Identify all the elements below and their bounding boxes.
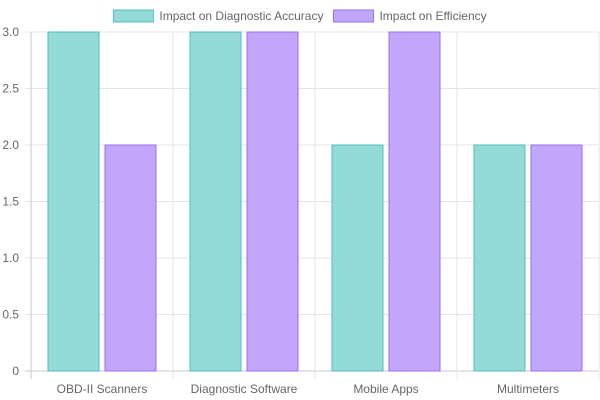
bar-impact-on-efficiency-mobile-apps[interactable]	[388, 31, 441, 372]
bars	[47, 31, 583, 372]
x-tick-label: Mobile Apps	[353, 382, 418, 396]
legend-swatch	[332, 9, 374, 23]
legend-label: Impact on Efficiency	[379, 9, 486, 23]
bar-impact-on-diagnostic-accuracy-multimeters[interactable]	[473, 144, 526, 372]
bar-impact-on-diagnostic-accuracy-diagnostic-software[interactable]	[189, 31, 242, 372]
y-tick-label: 0	[12, 364, 19, 378]
bar-impact-on-efficiency-obd-ii-scanners[interactable]	[104, 144, 157, 372]
bar-impact-on-efficiency-multimeters[interactable]	[530, 144, 583, 372]
legend[interactable]: Impact on Diagnostic Accuracy Impact on E…	[112, 9, 487, 23]
x-tick-label: Diagnostic Software	[191, 382, 298, 396]
bar-impact-on-diagnostic-accuracy-obd-ii-scanners[interactable]	[47, 31, 100, 372]
y-tick-label: 0.5	[2, 308, 19, 322]
bar-impact-on-efficiency-diagnostic-software[interactable]	[246, 31, 299, 372]
legend-item-impact-on-diagnostic-accuracy[interactable]: Impact on Diagnostic Accuracy	[112, 9, 323, 23]
axes: 0 0.5 1.0 1.5 2.0 2.5 3.0 OBD-II Scanners Diagno…	[2, 25, 559, 396]
x-tick-label: OBD-II Scanners	[57, 382, 148, 396]
y-tick-label: 1.5	[2, 195, 19, 209]
legend-label: Impact on Diagnostic Accuracy	[159, 9, 323, 23]
x-tick-label: Multimeters	[497, 382, 559, 396]
legend-item-impact-on-efficiency[interactable]: Impact on Efficiency	[332, 9, 487, 23]
y-tick-label: 2.0	[2, 138, 19, 152]
y-tick-label: 2.5	[2, 82, 19, 96]
bar-impact-on-diagnostic-accuracy-mobile-apps[interactable]	[331, 144, 384, 372]
legend-swatch	[112, 9, 154, 23]
y-tick-label: 1.0	[2, 251, 19, 265]
y-tick-label: 3.0	[2, 25, 19, 39]
